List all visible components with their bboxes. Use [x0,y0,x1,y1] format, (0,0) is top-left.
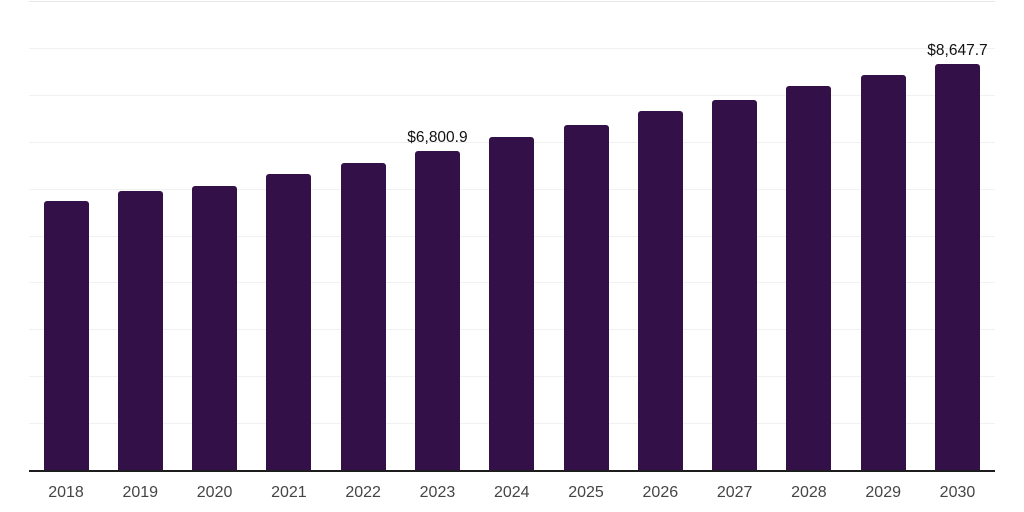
bar-2029[interactable] [860,75,906,470]
x-tick-label-2020: 2020 [196,484,233,501]
x-tick-label-2025: 2025 [568,484,604,501]
gridline-10000 [29,1,995,2]
bar-2027[interactable] [712,99,758,470]
chart-plot-area: $6,800.9 $8,647.7 [29,0,995,470]
bar-2025[interactable] [563,125,609,470]
x-tick-label-2024: 2024 [493,484,530,501]
bar-2030[interactable] [934,64,980,470]
x-tick-label-2029: 2029 [865,484,901,501]
x-axis-line [29,470,995,472]
bar-2020[interactable] [192,185,238,470]
x-tick-label-2023: 2023 [419,484,456,501]
gridline-8000 [29,94,995,96]
bar-2024[interactable] [489,137,535,470]
x-tick-label-2027: 2027 [716,484,753,501]
x-tick-label-2026: 2026 [642,484,679,501]
gridline-9000 [29,47,995,49]
x-tick-label-2019: 2019 [122,484,159,501]
bar-2019[interactable] [117,190,163,470]
bar-2026[interactable] [637,110,683,470]
bar-2022[interactable] [340,163,386,470]
bar-2021[interactable] [266,173,312,470]
bar-2023[interactable] [414,151,460,470]
bar-2018[interactable] [43,200,89,470]
data-label-2023: $6,800.9 [407,129,468,147]
x-tick-label-2021: 2021 [271,484,307,501]
x-tick-label-2022: 2022 [345,484,381,501]
x-tick-label-2028: 2028 [791,484,827,501]
x-tick-label-2030: 2030 [939,484,976,501]
data-label-2030: $8,647.7 [927,42,988,60]
bar-2028[interactable] [786,86,832,470]
x-tick-label-2018: 2018 [48,484,84,501]
